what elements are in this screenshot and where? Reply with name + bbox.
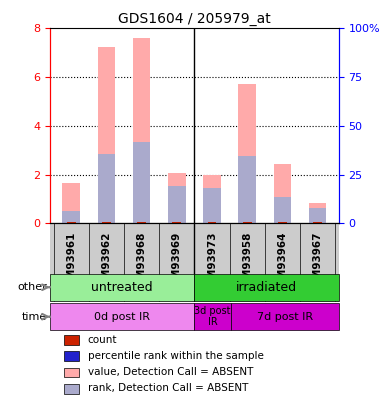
FancyBboxPatch shape xyxy=(50,303,194,330)
Bar xyxy=(208,222,216,224)
Title: GDS1604 / 205979_at: GDS1604 / 205979_at xyxy=(118,12,271,26)
Text: 3d post
IR: 3d post IR xyxy=(194,306,231,328)
Bar xyxy=(62,211,80,224)
Text: rank, Detection Call = ABSENT: rank, Detection Call = ABSENT xyxy=(88,384,248,393)
Bar xyxy=(309,208,326,224)
Bar xyxy=(243,222,252,224)
Bar xyxy=(137,222,146,224)
Bar xyxy=(65,335,79,345)
Bar xyxy=(238,156,256,224)
Bar xyxy=(97,154,115,224)
Text: GSM93962: GSM93962 xyxy=(101,231,111,294)
FancyBboxPatch shape xyxy=(194,303,231,330)
Bar xyxy=(278,222,287,224)
Bar xyxy=(168,173,186,224)
Bar xyxy=(313,222,322,224)
Text: time: time xyxy=(22,312,47,322)
Text: untreated: untreated xyxy=(91,281,153,294)
Bar xyxy=(65,352,79,361)
Bar xyxy=(65,384,79,394)
Text: GSM93969: GSM93969 xyxy=(172,231,182,294)
Bar xyxy=(309,203,326,224)
Bar xyxy=(133,142,151,224)
Text: GSM93973: GSM93973 xyxy=(207,231,217,294)
Text: GSM93958: GSM93958 xyxy=(242,231,252,294)
Bar xyxy=(65,368,79,377)
Bar xyxy=(133,38,151,224)
Bar xyxy=(274,197,291,224)
Bar xyxy=(274,164,291,224)
Bar xyxy=(67,222,75,224)
Bar xyxy=(203,188,221,224)
Text: count: count xyxy=(88,335,117,345)
Text: value, Detection Call = ABSENT: value, Detection Call = ABSENT xyxy=(88,367,253,377)
Bar xyxy=(97,47,115,224)
Bar xyxy=(203,175,221,224)
Text: GSM93968: GSM93968 xyxy=(137,231,147,294)
Text: percentile rank within the sample: percentile rank within the sample xyxy=(88,351,263,361)
Bar xyxy=(62,183,80,224)
Text: irradiated: irradiated xyxy=(236,281,297,294)
Bar xyxy=(172,222,181,224)
Text: GSM93961: GSM93961 xyxy=(66,231,76,294)
Text: 7d post IR: 7d post IR xyxy=(256,312,313,322)
Text: other: other xyxy=(17,282,47,292)
FancyBboxPatch shape xyxy=(194,274,339,301)
Text: 0d post IR: 0d post IR xyxy=(94,312,150,322)
Text: GSM93964: GSM93964 xyxy=(278,231,288,294)
Bar xyxy=(238,85,256,224)
Bar xyxy=(102,222,111,224)
Text: GSM93967: GSM93967 xyxy=(313,231,323,294)
Bar xyxy=(168,185,186,224)
FancyBboxPatch shape xyxy=(231,303,339,330)
FancyBboxPatch shape xyxy=(50,274,194,301)
